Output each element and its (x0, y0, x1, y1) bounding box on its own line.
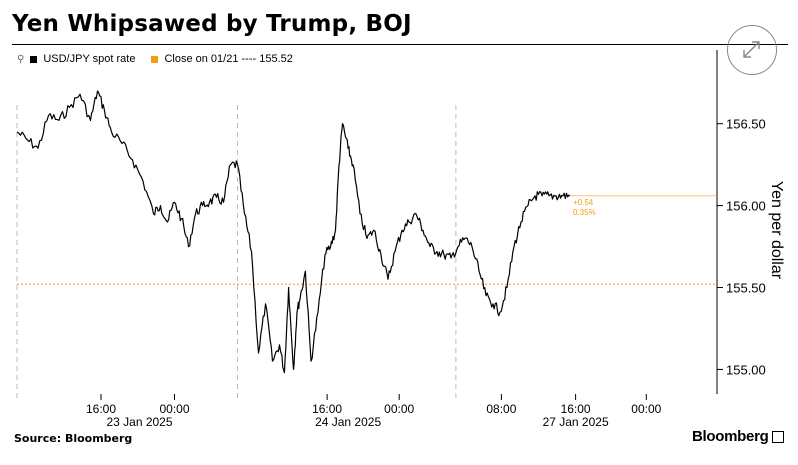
x-tick-label-6: 00:00 (631, 402, 661, 416)
date-label-2: 27 Jan 2025 (543, 415, 609, 429)
y-tick-label-3: 156.50 (726, 117, 766, 132)
series-swatch (30, 55, 38, 63)
expand-icon (743, 41, 760, 58)
annotation-change: +0.54 (573, 198, 594, 207)
x-tick-label-2: 16:00 (312, 402, 342, 416)
pin-icon: ⚲ (17, 53, 25, 65)
date-label-0: 23 Jan 2025 (106, 415, 172, 429)
x-tick-label-0: 16:00 (86, 402, 116, 416)
y-tick-label-0: 155.00 (726, 362, 766, 377)
legend: ⚲ USD/JPY spot rate Close on 01/21 ---- … (17, 53, 293, 65)
x-tick-label-5: 16:00 (561, 402, 591, 416)
x-tick-label-3: 00:00 (384, 402, 414, 416)
legend-series-label: USD/JPY spot rate (43, 53, 136, 65)
legend-close-label: Close on 01/21 ---- 155.52 (164, 53, 293, 65)
bloomberg-logo: Bloomberg (692, 428, 785, 445)
annotation-pct: 0.35% (573, 208, 596, 217)
expand-button[interactable] (727, 25, 777, 75)
series-line-usdjpy (16, 90, 571, 374)
chart-title: Yen Whipsawed by Trump, BOJ (12, 11, 412, 37)
source-note: Source: Bloomberg (14, 432, 133, 445)
x-tick-label-4: 08:00 (486, 402, 516, 416)
y-axis-title: Yen per dollar (768, 180, 785, 280)
x-tick-label-1: 00:00 (159, 402, 189, 416)
y-tick-label-1: 155.50 (726, 281, 766, 296)
y-tick-label-2: 156.00 (726, 199, 766, 214)
close-swatch (151, 55, 159, 63)
date-label-1: 24 Jan 2025 (315, 415, 381, 429)
title-rule (12, 44, 788, 45)
